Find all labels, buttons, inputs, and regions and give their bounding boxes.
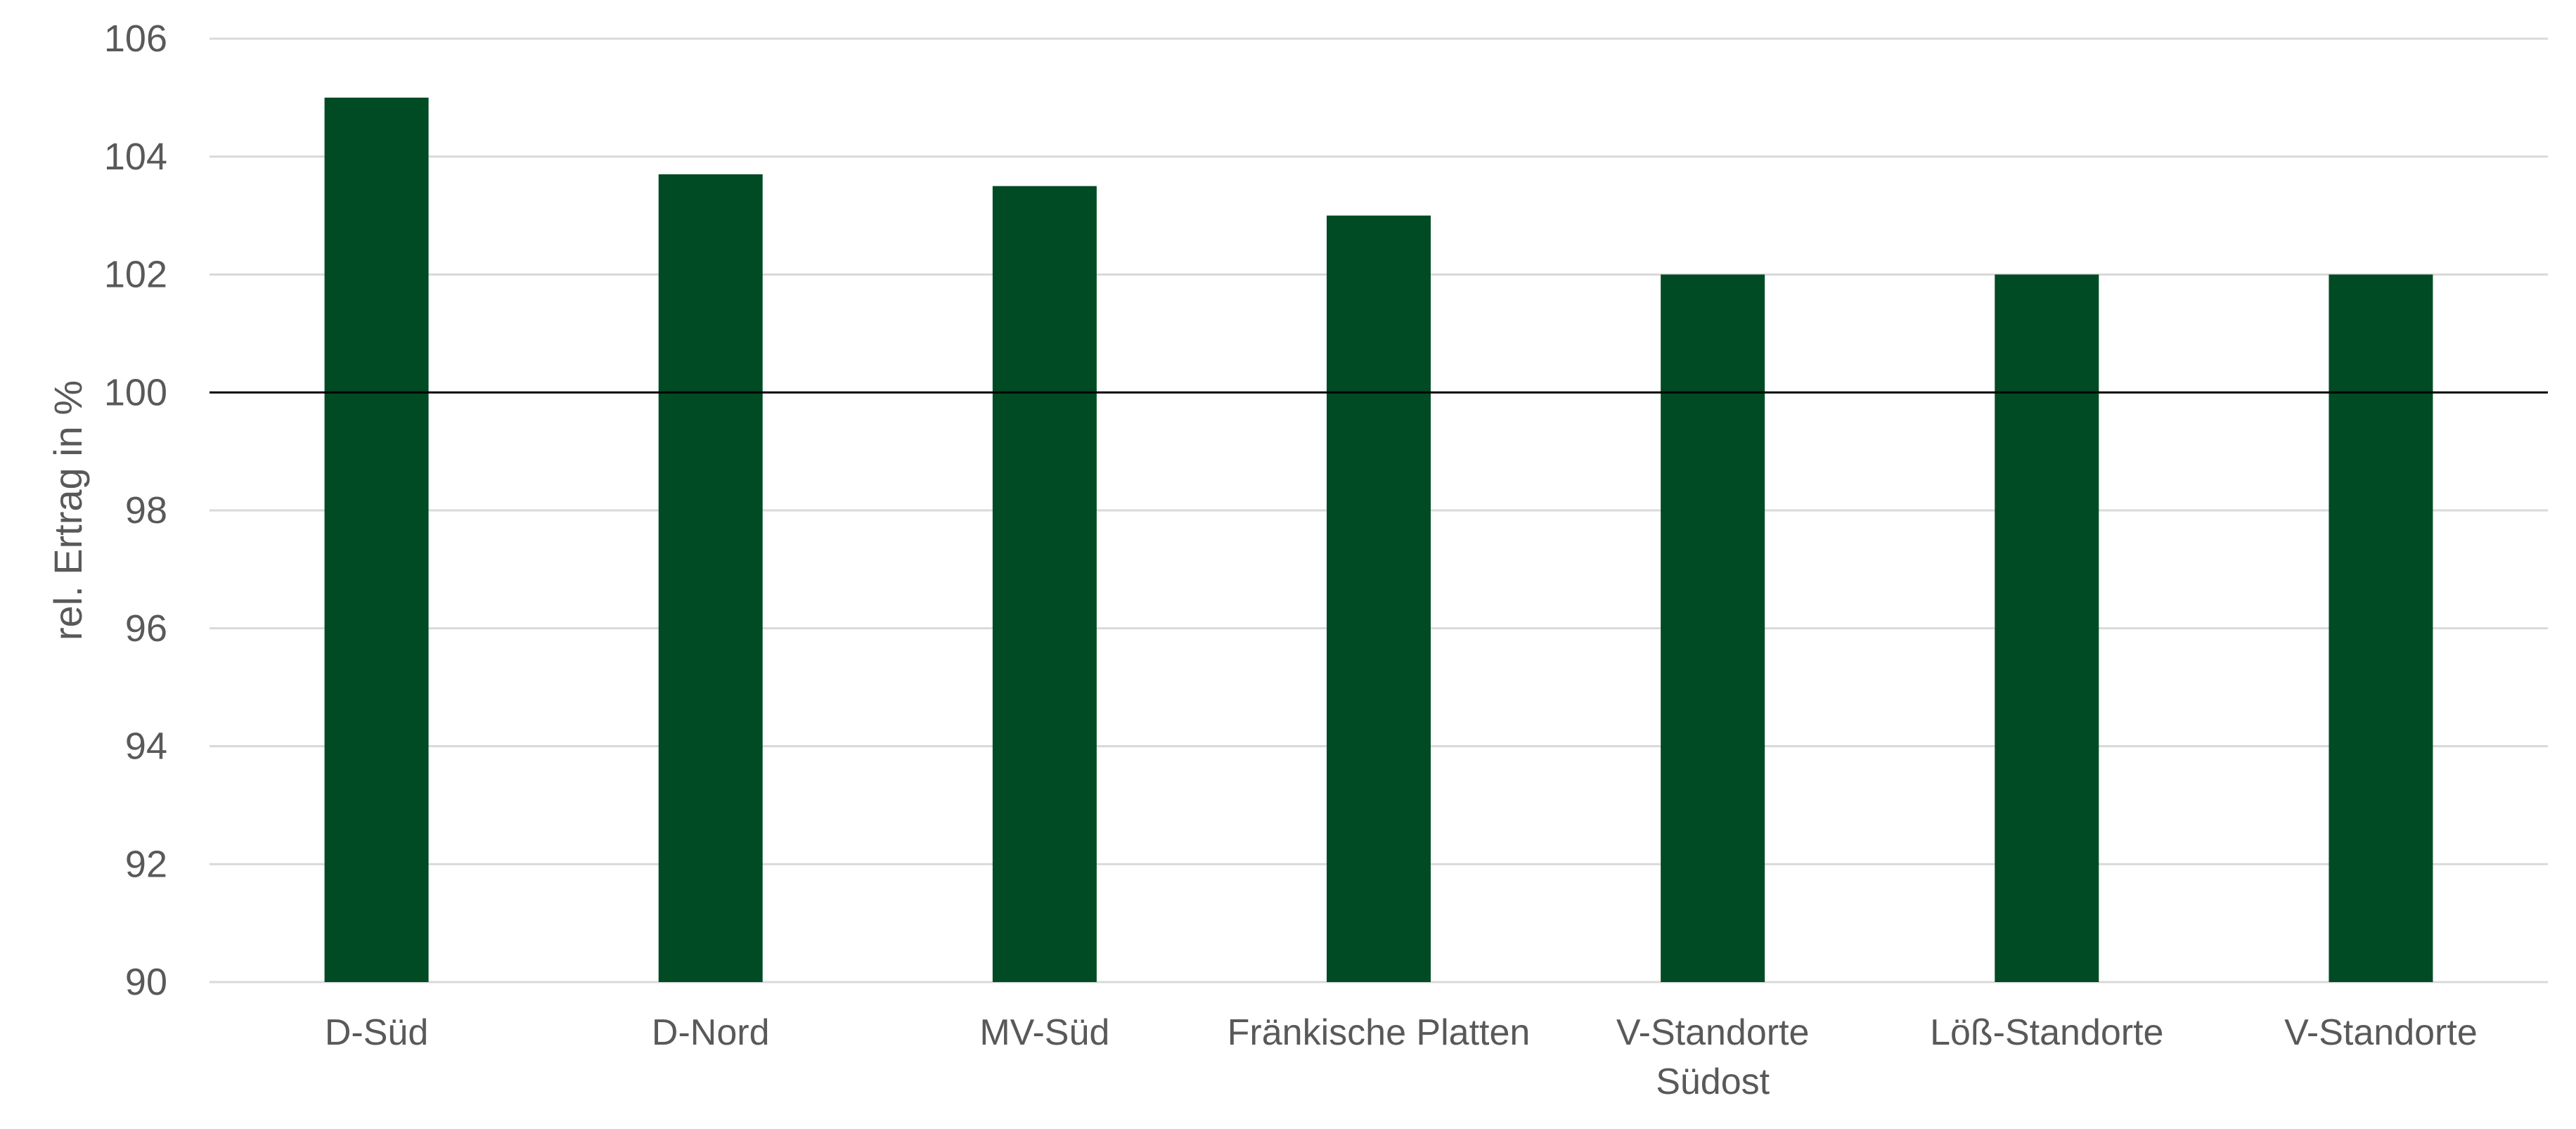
x-tick-label-line: MV-Süd [979,1012,1109,1053]
x-tick-labels: D-Süd D-Nord MV-Süd Fränkische Platten V-Sta… [325,1012,2478,1102]
x-tick-label: D-Süd [325,1012,428,1053]
bar [1327,215,1431,982]
x-tick-label-line: D-Nord [652,1012,770,1053]
y-tick-label: 92 [125,843,167,885]
y-tick-label: 94 [125,725,167,768]
x-tick-label: Fränkische Platten [1228,1012,1531,1053]
x-tick-label-line: V-Standorte [1616,1012,1810,1053]
bar [2329,274,2433,982]
x-tick-label: MV-Süd [979,1012,1109,1053]
bar [658,174,763,983]
x-tick-label: V-Standorte [2284,1012,2478,1053]
bars [324,97,2433,983]
y-tick-label: 90 [125,961,167,1003]
bar [324,97,429,982]
x-tick-label-line: Löß-Standorte [1930,1012,2163,1053]
bar [1995,274,2099,982]
bar [1661,274,1765,982]
x-tick-label-line: Südost [1656,1062,1770,1102]
y-tick-label: 98 [125,489,167,531]
x-tick-label: D-Nord [652,1012,770,1053]
y-tick-label: 106 [104,18,167,60]
x-tick-label-line: D-Süd [325,1012,428,1053]
y-tick-label: 100 [104,371,167,413]
y-tick-label: 96 [125,607,167,650]
x-tick-label-line: V-Standorte [2284,1012,2478,1053]
bar [992,186,1097,982]
y-axis-label: rel. Ertrag in % [46,380,90,640]
x-tick-label: V-Standorte Südost [1616,1012,1810,1102]
y-tick-labels: 90 92 94 96 98 100 102 104 106 [104,18,167,1003]
y-tick-label: 104 [104,136,167,178]
x-tick-label-line: Fränkische Platten [1228,1012,1531,1053]
y-tick-label: 102 [104,254,167,296]
x-tick-label: Löß-Standorte [1930,1012,2163,1053]
